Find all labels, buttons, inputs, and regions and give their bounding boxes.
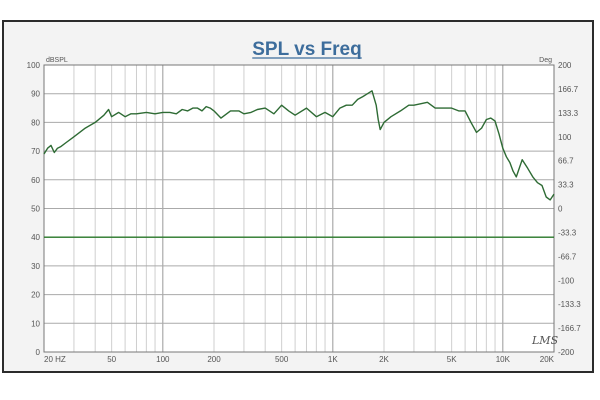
y-tick-label-left: 30: [31, 262, 40, 271]
y-tick-label-right: 133.3: [558, 109, 579, 118]
y-tick-label-left: 40: [31, 233, 40, 242]
y-tick-label-left: 80: [31, 118, 40, 127]
x-tick-label: 2K: [379, 355, 389, 364]
y-tick-label-right: -33.3: [558, 228, 577, 237]
y-tick-label-left: 70: [31, 147, 40, 156]
y-tick-label-right: 100: [558, 133, 572, 142]
chart-frame: 0 10 20 30 40 50 60 70 80 90 100 -200 -166.7 -133.3 -1…: [2, 20, 594, 373]
y-tick-label-right: -166.7: [558, 324, 581, 333]
x-tick-label: 100: [156, 355, 170, 364]
y-tick-label-right: 200: [558, 61, 572, 70]
lms-logo: LMS: [531, 334, 559, 347]
series-layer: [43, 90, 555, 238]
y-tick-label-right: 66.7: [558, 157, 574, 166]
spl-vs-freq-chart: 0 10 20 30 40 50 60 70 80 90 100 -200 -166.7 -133.3 -1…: [27, 39, 582, 364]
spl-response-line: [43, 90, 555, 201]
y-tick-label-right: 0: [558, 205, 563, 214]
y-tick-label-right: -100: [558, 276, 575, 285]
y-tick-label-left: 20: [31, 291, 40, 300]
x-tick-label: 200: [207, 355, 221, 364]
y-tick-label-right: -200: [558, 348, 575, 357]
x-tick-label: 5K: [447, 355, 457, 364]
y-axis-unit-left: dBSPL: [46, 57, 68, 64]
x-tick-label: 50: [107, 355, 116, 364]
y-tick-label-left: 50: [31, 205, 40, 214]
label-layer: 0 10 20 30 40 50 60 70 80 90 100 -200 -166.7 -133.3 -1…: [27, 61, 582, 364]
plot-area: [43, 64, 555, 353]
y-tick-label-right: 166.7: [558, 85, 579, 94]
grid-layer: [43, 64, 555, 353]
x-tick-label: 20K: [540, 355, 555, 364]
y-tick-label-left: 100: [27, 61, 41, 70]
x-tick-label: 500: [275, 355, 289, 364]
y-tick-label-left: 90: [31, 90, 40, 99]
y-tick-label-right: -66.7: [558, 252, 577, 261]
x-tick-label: 1K: [328, 355, 338, 364]
y-tick-label-right: 33.3: [558, 181, 574, 190]
chart-title: SPL vs Freq: [252, 39, 361, 60]
x-tick-label: 10K: [496, 355, 511, 364]
y-tick-label-right: -133.3: [558, 300, 581, 309]
y-tick-label-left: 10: [31, 319, 40, 328]
y-tick-label-left: 0: [36, 348, 41, 357]
y-tick-label-left: 60: [31, 176, 40, 185]
x-tick-label: 20 HZ: [44, 355, 66, 364]
y-axis-unit-right: Deg: [539, 57, 552, 64]
